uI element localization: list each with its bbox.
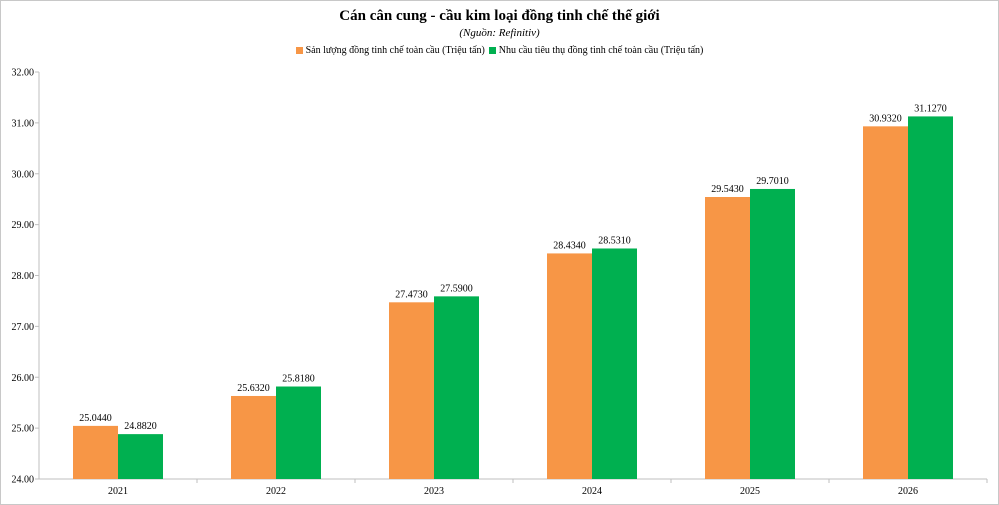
- y-tick-label: 30.00: [12, 169, 35, 180]
- bar-production: [705, 196, 750, 479]
- legend-label-consumption: Nhu cầu tiêu thụ đồng tinh chế toàn cầu …: [498, 45, 704, 56]
- bar-production: [73, 425, 118, 479]
- chart-subtitle: (Nguồn: Refinitiv): [459, 27, 540, 39]
- data-label-consumption: 31.1270: [914, 103, 947, 114]
- bar-consumption: [750, 188, 795, 480]
- legend-item-consumption: Nhu cầu tiêu thụ đồng tinh chế toàn cầu …: [488, 45, 704, 56]
- legend-label-production: Sản lượng đồng tinh chế toàn cầu (Triệu …: [305, 45, 485, 56]
- y-tick-label: 28.00: [12, 271, 35, 282]
- legend-item-production: Sản lượng đồng tinh chế toàn cầu (Triệu …: [295, 45, 485, 56]
- y-tick-label: 27.00: [12, 322, 35, 333]
- bar-production: [547, 253, 592, 479]
- bar-production: [231, 395, 276, 479]
- x-tick-label: 2025: [740, 486, 760, 497]
- x-tick-label: 2022: [266, 486, 286, 497]
- x-tick-label: 2023: [424, 486, 444, 497]
- legend: Sản lượng đồng tinh chế toàn cầu (Triệu …: [0, 45, 999, 56]
- y-tick-label: 29.00: [12, 220, 35, 231]
- data-label-production: 25.6320: [237, 383, 270, 394]
- bar-consumption: [118, 434, 163, 479]
- data-label-consumption: 29.7010: [756, 176, 789, 187]
- chart-title: Cán cân cung - cầu kim loại đồng tinh ch…: [339, 8, 660, 24]
- x-tick-label: 2026: [898, 486, 918, 497]
- data-label-production: 28.4340: [553, 240, 586, 251]
- bar-production: [389, 302, 434, 479]
- y-tick-label: 31.00: [12, 118, 35, 129]
- y-tick-label: 24.00: [12, 475, 35, 486]
- y-tick-label: 26.00: [12, 373, 35, 384]
- data-label-production: 30.9320: [869, 113, 902, 124]
- x-tick-label: 2021: [108, 486, 128, 497]
- data-label-consumption: 24.8820: [124, 421, 157, 432]
- data-label-consumption: 25.8180: [282, 374, 315, 385]
- legend-swatch-production: [295, 47, 303, 54]
- bar-consumption: [908, 116, 953, 479]
- x-tick-label: 2024: [582, 486, 602, 497]
- data-label-production: 25.0440: [79, 413, 112, 424]
- y-tick-label: 32.00: [12, 68, 35, 79]
- y-tick-label: 25.00: [12, 424, 35, 435]
- data-label-production: 27.4730: [395, 289, 428, 300]
- data-label-consumption: 27.5900: [440, 283, 473, 294]
- bar-consumption: [276, 386, 321, 479]
- data-label-production: 29.5430: [711, 184, 744, 195]
- legend-swatch-consumption: [488, 47, 496, 54]
- bar-consumption: [592, 248, 637, 479]
- bar-production: [863, 126, 908, 479]
- bar-consumption: [434, 296, 479, 479]
- data-label-consumption: 28.5310: [598, 235, 631, 246]
